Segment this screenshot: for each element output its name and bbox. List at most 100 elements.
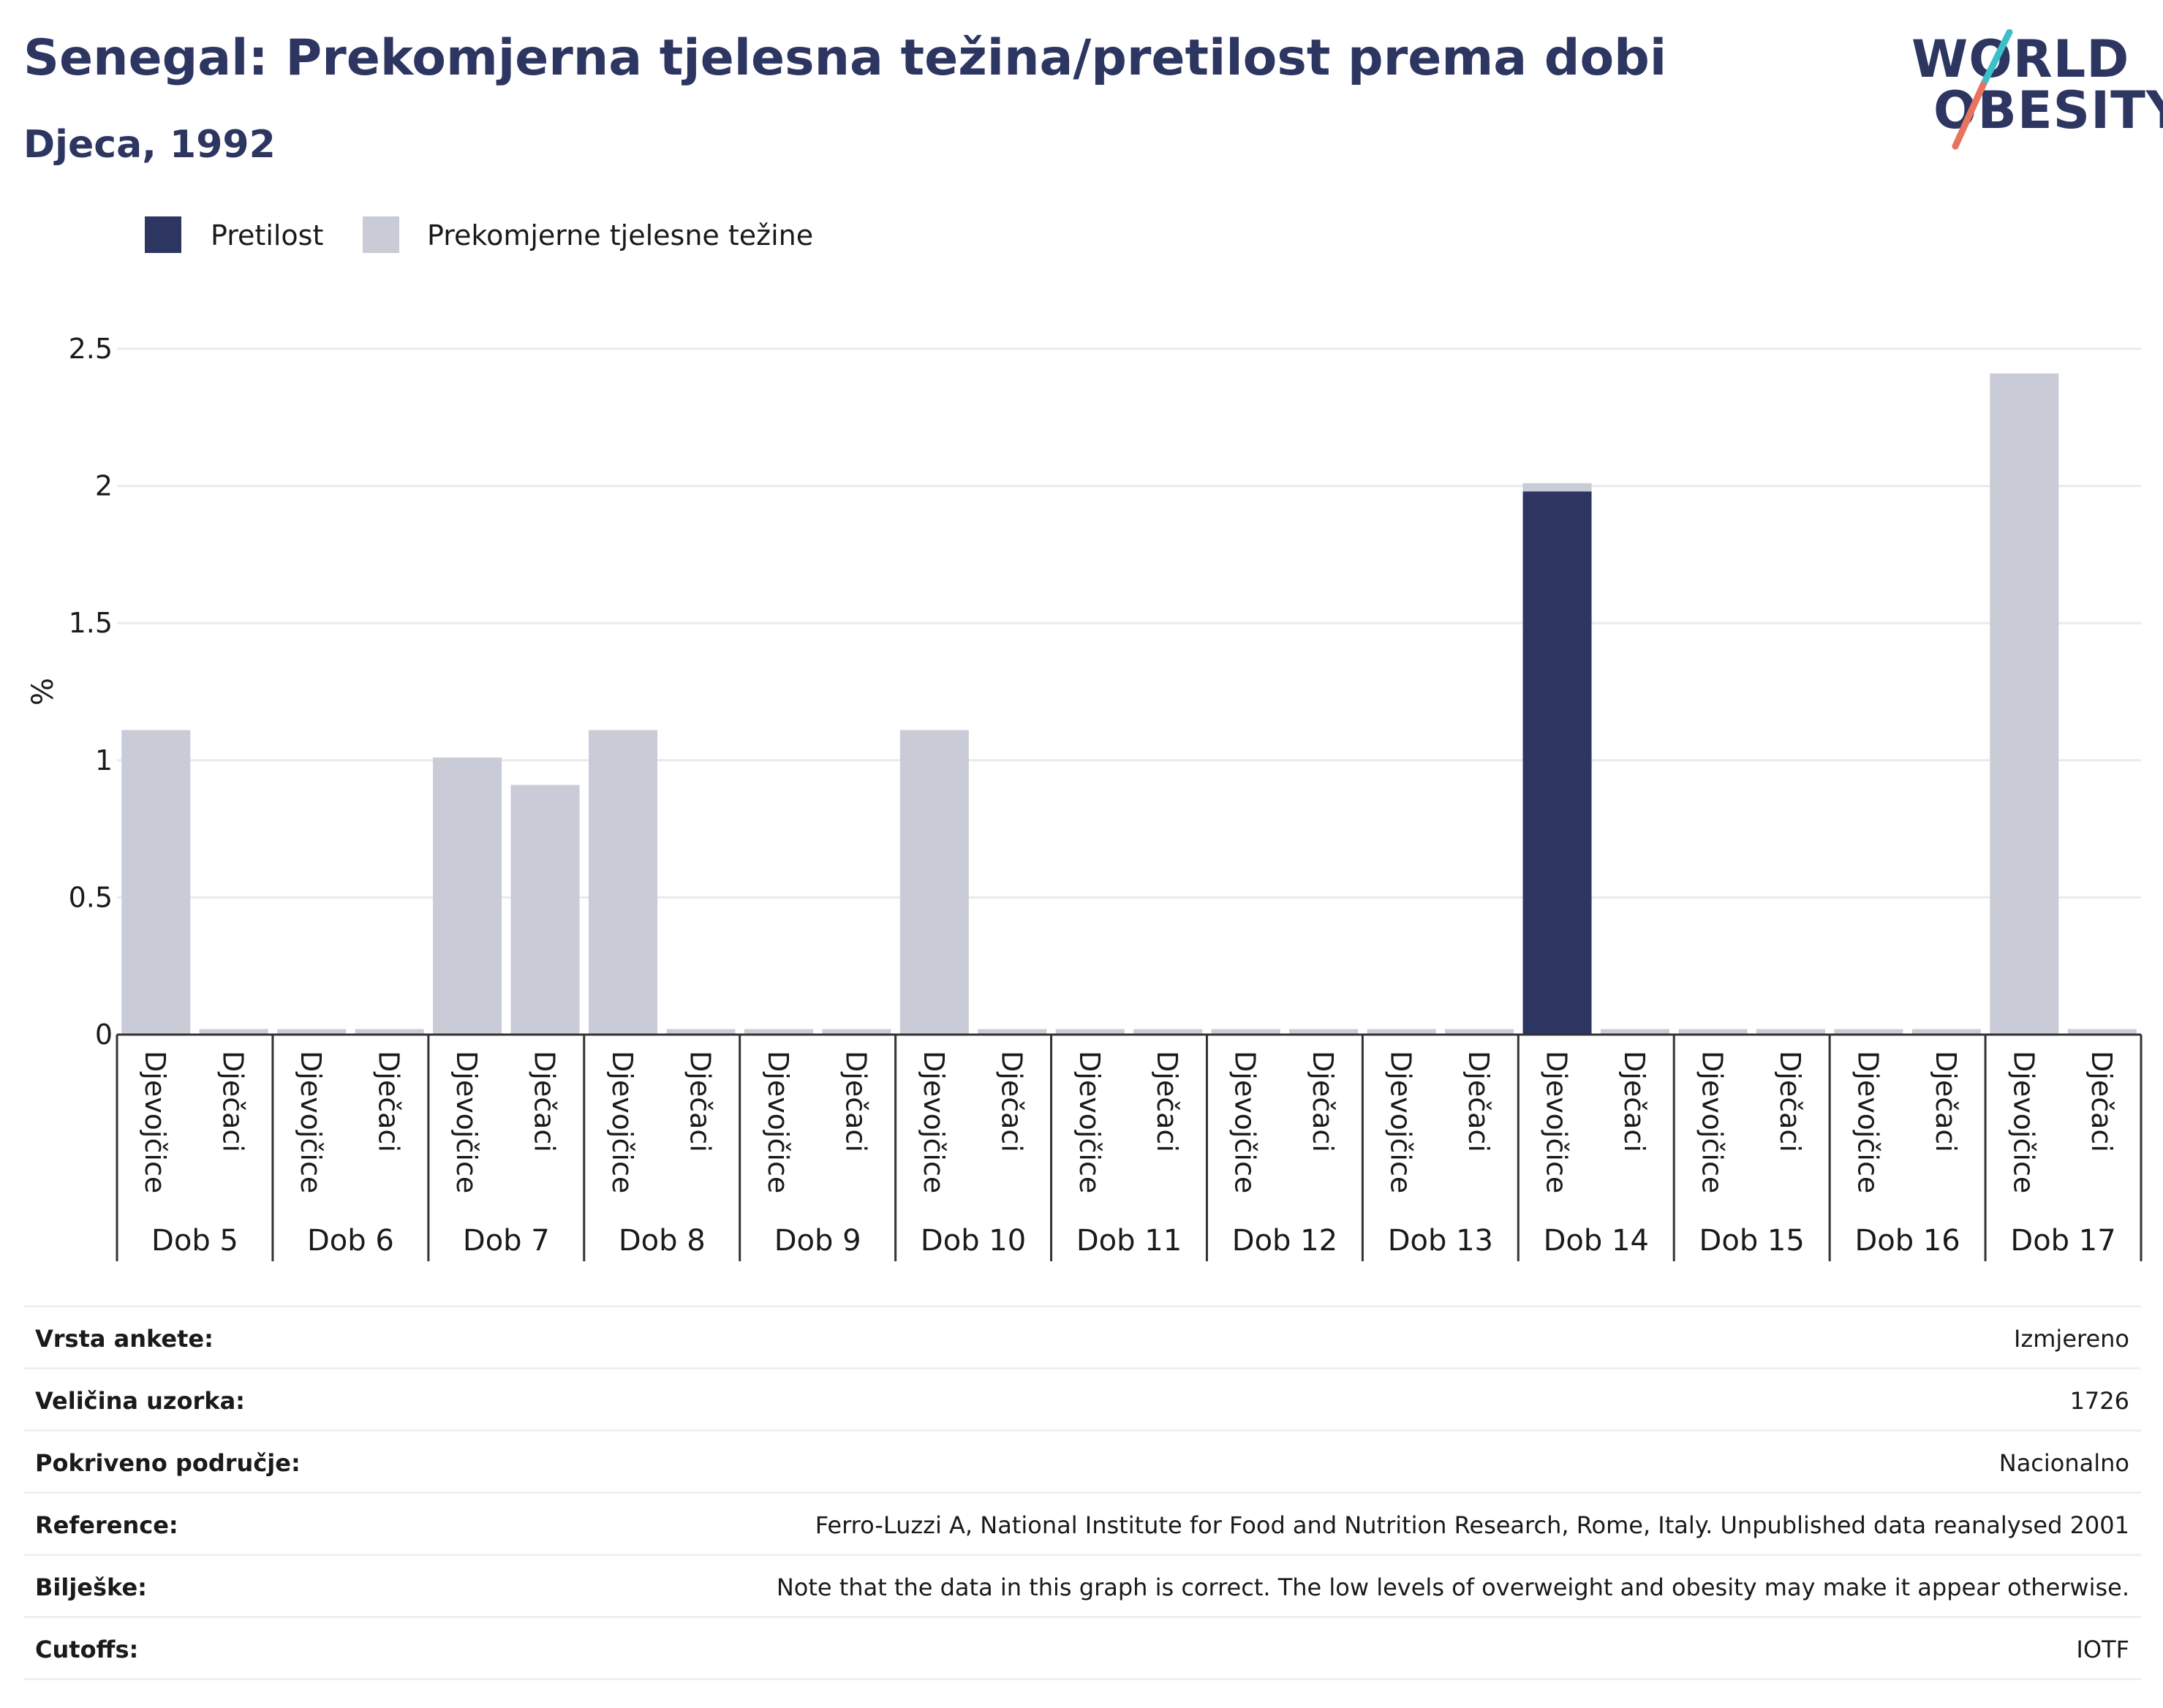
y-tick-label: 1 — [95, 744, 113, 776]
info-label: Veličina uzorka: — [35, 1387, 245, 1415]
bar-overweight — [1289, 1029, 1359, 1035]
bar-overweight — [1678, 1029, 1748, 1035]
info-row-area-covered: Pokriveno područje: Nacionalno — [23, 1429, 2141, 1492]
group-label: Dob 8 — [619, 1224, 706, 1258]
info-value: IOTF — [2076, 1636, 2129, 1663]
y-tick-label: 0 — [95, 1019, 113, 1051]
subcategory-label: Djevojčice — [1696, 1051, 1728, 1193]
subcategory-label: Djevojčice — [1073, 1051, 1106, 1193]
bar-overweight — [199, 1029, 268, 1035]
subcategory-label: Dječaci — [217, 1051, 249, 1152]
bar-overweight — [1367, 1029, 1436, 1035]
logo-line1: WORLD — [1911, 29, 2130, 89]
info-label: Cutoffs: — [35, 1636, 139, 1663]
bar-overweight — [1522, 483, 1592, 492]
bar-chart: 0 0.5 1 1.5 2 2.5% Dob 5 Djevojčice Dječaci Dob 6… — [26, 333, 2143, 1261]
bar-overweight — [355, 1029, 424, 1035]
subcategory-label: Djevojčice — [1385, 1051, 1417, 1193]
group-label: Dob 17 — [2010, 1224, 2115, 1258]
info-value: Nacionalno — [1998, 1449, 2129, 1477]
bar-overweight — [822, 1029, 891, 1035]
bar-overweight — [1911, 1029, 1981, 1035]
legend-label-overweight: Prekomjerne tjelesne težine — [427, 219, 814, 252]
group-label: Dob 13 — [1388, 1224, 1493, 1258]
subcategory-label: Dječaci — [529, 1051, 561, 1152]
group-label: Dob 11 — [1076, 1224, 1182, 1258]
chart-title: Senegal: Prekomjerna tjelesna težina/pre… — [23, 29, 1667, 87]
bar-overweight — [1990, 373, 2059, 1035]
legend-swatch-overweight — [363, 216, 399, 253]
bar-overweight — [433, 757, 502, 1035]
info-value: Note that the data in this graph is corr… — [776, 1573, 2129, 1601]
info-row-reference: Reference: Ferro-Luzzi A, National Insti… — [23, 1492, 2141, 1554]
bar-overweight — [978, 1029, 1047, 1035]
bar-overweight — [510, 785, 580, 1035]
subcategory-label: Djevojčice — [918, 1051, 950, 1193]
group-label: Dob 16 — [1854, 1224, 1960, 1258]
info-value: Ferro-Luzzi A, National Institute for Fo… — [815, 1511, 2129, 1539]
subcategory-label: Dječaci — [684, 1051, 716, 1152]
subcategory-label: Dječaci — [1462, 1051, 1495, 1152]
subcategory-label: Djevojčice — [450, 1051, 483, 1193]
subcategory-label: Djevojčice — [1229, 1051, 1261, 1193]
y-tick-label: 2.5 — [69, 333, 113, 365]
subcategory-label: Dječaci — [1151, 1051, 1183, 1152]
subcategory-label: Djevojčice — [139, 1051, 171, 1193]
subcategory-label: Djevojčice — [2007, 1051, 2039, 1193]
bar-overweight — [1834, 1029, 1903, 1035]
info-label: Vrsta ankete: — [35, 1325, 214, 1353]
subcategory-label: Dječaci — [995, 1051, 1027, 1152]
bar-overweight — [899, 730, 969, 1035]
info-label: Pokriveno područje: — [35, 1449, 301, 1477]
logo-slash-icon — [1952, 29, 2013, 150]
group-label: Dob 12 — [1232, 1224, 1337, 1258]
legend-label-obesity: Pretilost — [211, 219, 324, 252]
bar-overweight — [1756, 1029, 1825, 1035]
info-table-bottom-rule — [23, 1678, 2141, 1680]
group-label: Dob 7 — [463, 1224, 550, 1258]
bar-overweight — [744, 1029, 813, 1035]
chart-subtitle: Djeca, 1992 — [23, 123, 276, 167]
group-label: Dob 9 — [774, 1224, 861, 1258]
bar-overweight — [121, 730, 191, 1035]
bar-overweight — [277, 1029, 347, 1035]
info-value: Izmjereno — [2014, 1325, 2129, 1353]
bar-overweight — [1211, 1029, 1280, 1035]
y-axis-label: % — [26, 678, 60, 706]
world-obesity-logo: WORLD OBESITY — [1901, 29, 2163, 154]
group-label: Dob 10 — [921, 1224, 1026, 1258]
subcategory-label: Dječaci — [1307, 1051, 1339, 1152]
info-label: Bilješke: — [35, 1573, 147, 1601]
subcategory-label: Dječaci — [839, 1051, 872, 1152]
bar-overweight — [1445, 1029, 1514, 1035]
y-tick-label: 2 — [95, 470, 113, 502]
subcategory-label: Djevojčice — [1541, 1051, 1573, 1193]
y-tick-label: 1.5 — [69, 607, 113, 639]
bar-obesity — [1522, 491, 1592, 1035]
group-label: Dob 6 — [307, 1224, 394, 1258]
subcategory-label: Dječaci — [1618, 1051, 1650, 1152]
subcategory-label: Djevojčice — [1851, 1051, 1884, 1193]
subcategory-label: Djevojčice — [295, 1051, 327, 1193]
bar-overweight — [589, 730, 657, 1035]
info-row-notes: Bilješke: Note that the data in this gra… — [23, 1554, 2141, 1616]
subcategory-label: Dječaci — [1930, 1051, 1962, 1152]
info-row-cutoffs: Cutoffs: IOTF — [23, 1616, 2141, 1678]
group-label: Dob 15 — [1699, 1224, 1805, 1258]
info-value: 1726 — [2069, 1387, 2129, 1415]
survey-info-table: Vrsta ankete: Izmjereno Veličina uzorka:… — [23, 1305, 2141, 1680]
subcategory-label: Dječaci — [373, 1051, 405, 1152]
subcategory-label: Dječaci — [1774, 1051, 1806, 1152]
group-label: Dob 14 — [1544, 1224, 1649, 1258]
bar-overweight — [1133, 1029, 1203, 1035]
bar-overweight — [2067, 1029, 2137, 1035]
y-tick-label: 0.5 — [69, 881, 113, 913]
legend-swatch-obesity — [145, 216, 181, 253]
info-row-sample-size: Veličina uzorka: 1726 — [23, 1367, 2141, 1429]
subcategory-label: Djevojčice — [606, 1051, 638, 1193]
info-row-survey-type: Vrsta ankete: Izmjereno — [23, 1305, 2141, 1367]
group-label: Dob 5 — [151, 1224, 238, 1258]
subcategory-label: Djevojčice — [762, 1051, 794, 1193]
info-label: Reference: — [35, 1511, 178, 1539]
bar-overweight — [666, 1029, 736, 1035]
